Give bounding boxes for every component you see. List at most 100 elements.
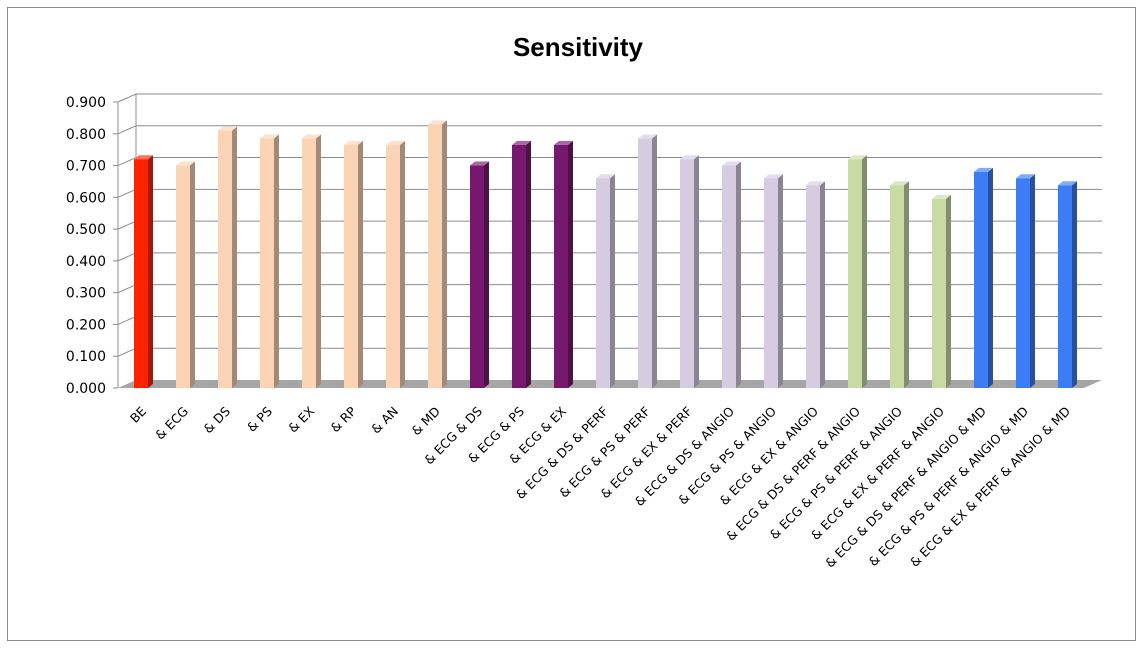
bar (386, 140, 405, 388)
bar-top (764, 174, 783, 179)
bar-side (442, 120, 447, 388)
bar-side (526, 140, 531, 388)
bar-top (512, 140, 531, 145)
bar-side (988, 167, 993, 388)
bar-top (386, 140, 405, 145)
bar-side (820, 181, 825, 388)
bar-side (358, 140, 363, 388)
bar-top (596, 174, 615, 179)
bar-top (1016, 174, 1035, 179)
bar-side (694, 155, 699, 388)
bar-front (680, 159, 694, 388)
y-tick-label: 0.700 (66, 159, 106, 175)
bar-front (974, 171, 988, 388)
bar-top (1058, 181, 1077, 186)
bar (1016, 174, 1035, 388)
bar (218, 126, 237, 388)
bar-top (218, 126, 237, 131)
x-tick-label: & AN (368, 404, 401, 437)
gridline-diagonal (117, 315, 137, 325)
bar-side (904, 181, 909, 388)
bar-side (274, 134, 279, 388)
bar-front (176, 165, 190, 388)
bar (554, 140, 573, 388)
bar-front (344, 144, 358, 388)
bar-top (302, 134, 321, 139)
gridline-diagonal (117, 93, 137, 103)
bar-front (512, 144, 526, 388)
bar-front (218, 130, 232, 388)
bar-top (638, 134, 657, 139)
bar-front (722, 165, 736, 388)
bar-side (568, 140, 573, 388)
y-tick-label: 0.000 (66, 381, 106, 397)
gridline-diagonal (117, 125, 137, 135)
bar-front (764, 178, 778, 388)
chart-title: Sensitivity (513, 32, 644, 62)
bar-top (470, 161, 489, 166)
bar (260, 134, 279, 388)
bar-front (806, 185, 820, 388)
bar (974, 167, 993, 388)
bar (890, 181, 909, 388)
bar-front (932, 198, 946, 388)
bar-side (946, 194, 951, 388)
bar-front (596, 178, 610, 388)
bar-top (344, 140, 363, 145)
bar (470, 161, 489, 388)
y-tick-label: 0.200 (66, 317, 106, 333)
bar-front (638, 138, 652, 388)
y-tick-label: 0.400 (66, 254, 106, 270)
bar-side (400, 140, 405, 388)
bar-side (778, 174, 783, 388)
bar (638, 134, 657, 388)
bar-side (232, 126, 237, 388)
bar-side (862, 155, 867, 388)
bar (302, 134, 321, 388)
y-tick-label: 0.800 (66, 127, 106, 143)
bar-top (722, 161, 741, 166)
bar-front (386, 144, 400, 388)
x-tick-label: BE (127, 403, 149, 425)
bar-side (1030, 174, 1035, 388)
bar-top (974, 167, 993, 172)
bar-front (134, 159, 148, 388)
y-tick-label: 0.500 (66, 222, 106, 238)
bar-side (190, 161, 195, 388)
bar-side (148, 155, 153, 388)
bar (806, 181, 825, 388)
bar (1058, 181, 1077, 388)
bar (764, 174, 783, 388)
gridline-diagonal (117, 347, 137, 357)
bar-front (554, 144, 568, 388)
y-tick-label: 0.600 (66, 190, 106, 206)
bar-side (652, 134, 657, 388)
bar-top (134, 155, 153, 160)
bar-top (848, 155, 867, 160)
gridline-diagonal (117, 252, 137, 262)
bar (596, 174, 615, 388)
bar (134, 155, 153, 388)
bars (134, 120, 1077, 388)
bar-top (680, 155, 699, 160)
x-tick-label: & ECG (152, 404, 191, 443)
bar (680, 155, 699, 388)
bar-front (1016, 178, 1030, 388)
bar (512, 140, 531, 388)
gridline-diagonal (117, 188, 137, 198)
bar-front (890, 185, 904, 388)
bar-side (610, 174, 615, 388)
bar-top (806, 181, 825, 186)
bar-front (848, 159, 862, 388)
gridline-diagonal (117, 220, 137, 230)
bar-front (260, 138, 274, 388)
y-axis-ticks: 0.000 0.100 0.200 0.300 0.400 0.500 0.600 0.700… (66, 95, 106, 397)
x-axis-ticks: BE & ECG & DS & PS & EX & RP & AN & MD& ECG & D… (127, 403, 1073, 570)
x-tick-label: & DS (200, 403, 233, 436)
bar-top (890, 181, 909, 186)
bar-front (1058, 185, 1072, 388)
gridline-diagonal (117, 157, 137, 167)
y-tick-label: 0.300 (66, 286, 106, 302)
bar-top (428, 120, 447, 125)
bar (176, 161, 195, 388)
